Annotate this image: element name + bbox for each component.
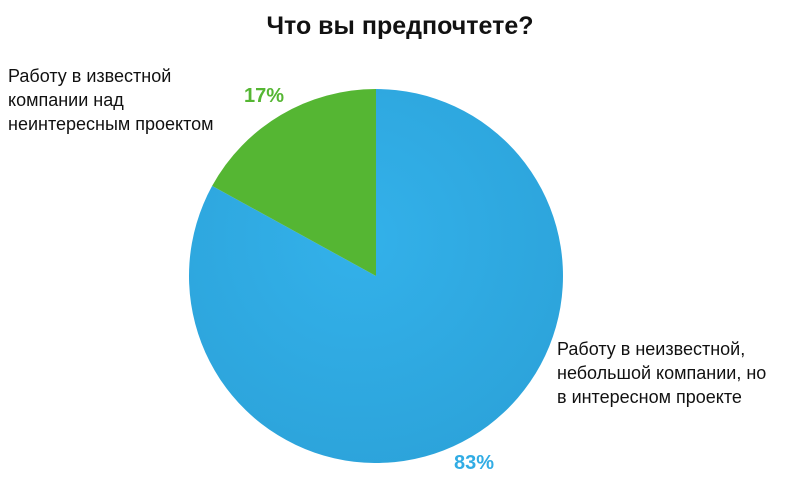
data-label-83-percent: 83% [454,452,495,474]
slice-label-unknown-company: Работу в неизвестной, небольшой компании… [557,339,767,407]
pie-slice-unknown-company [188,89,563,463]
pie-slice-known-company [212,89,376,276]
data-label-17-percent: 17% [244,85,285,107]
slice-label-known-company: Работу в известной компании над неинтере… [8,66,214,134]
chart-title: Что вы предпочтете? [266,12,534,40]
